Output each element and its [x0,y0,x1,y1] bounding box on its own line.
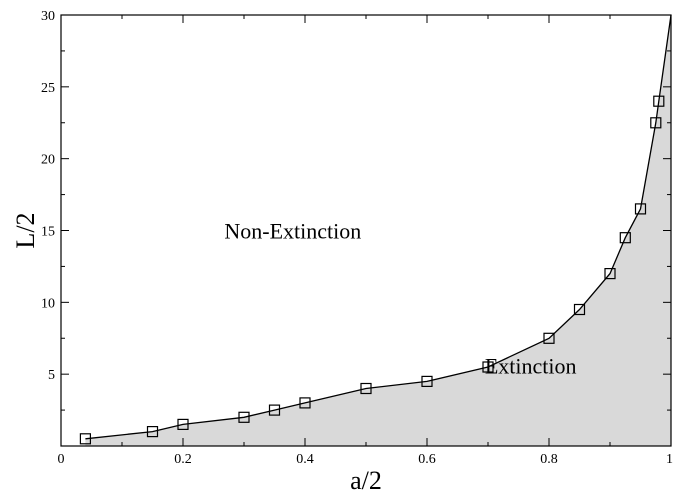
x-tick-label: 0.6 [418,452,436,467]
data-markers [79,95,665,445]
y-tick-label: 5 [48,368,55,383]
data-point [146,426,159,438]
data-point [299,397,311,409]
x-tick-label: 0.4 [296,452,314,467]
data-point [268,404,281,416]
data-point [238,411,250,423]
data-point [604,268,616,280]
x-axis-title: a/2 [350,466,382,494]
data-point [573,303,586,316]
data-point [79,433,92,445]
data-point [482,361,494,373]
boundary-curve [85,14,672,440]
data-point [360,382,372,395]
data-point [634,203,647,215]
y-tick-label: 15 [41,225,55,240]
plot-frame [60,14,672,447]
data-point [543,332,555,344]
data-point [177,418,189,430]
y-tick-label: 20 [41,153,55,168]
data-point [650,117,662,129]
extinction-label: Extinction [485,354,577,379]
data-point [619,232,631,244]
data-point [653,95,665,107]
y-tick-label: 10 [41,296,55,311]
extinction-region-fill [85,15,671,446]
x-tick-label: 0 [58,452,65,467]
data-point [421,375,433,387]
y-tick-label: 30 [41,9,55,24]
x-tick-label: 1 [666,452,673,467]
x-tick-label: 0.8 [540,452,558,467]
non-extinction-label: Non-Extinction [224,219,361,244]
y-axis-title: L/2 [11,212,40,248]
y-tick-label: 25 [41,81,55,96]
x-tick-label: 0.2 [174,452,192,467]
